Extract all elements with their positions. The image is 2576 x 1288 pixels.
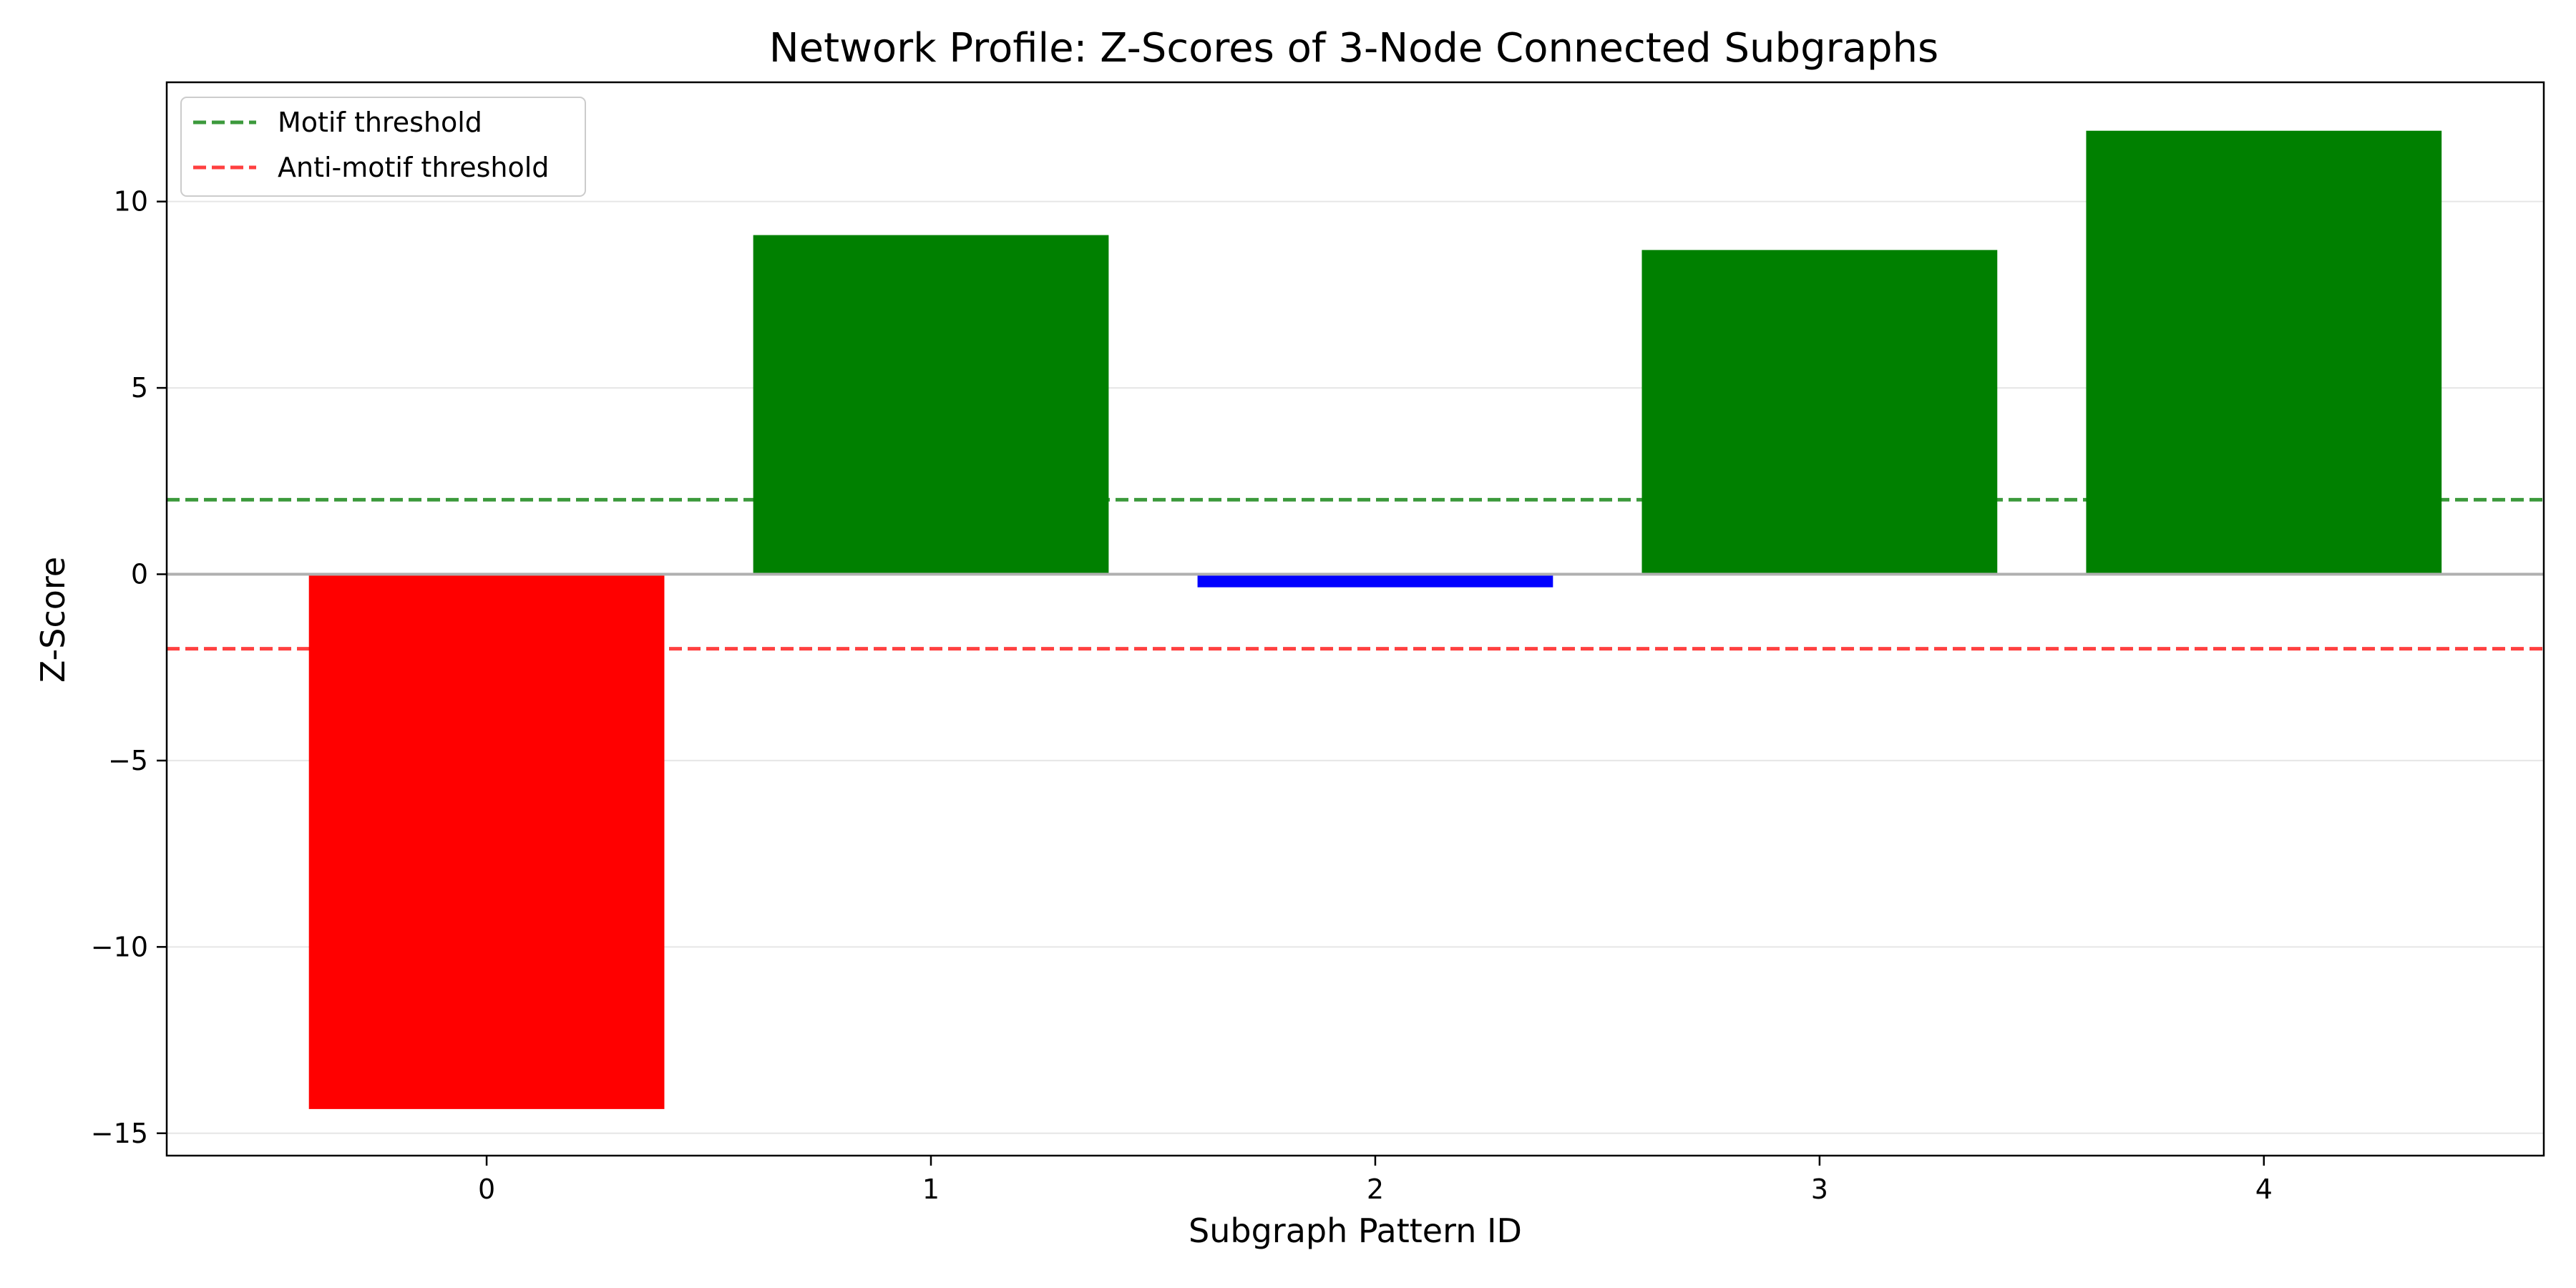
y-axis-ticks: −15 −10 −5 0 5 10: [91, 186, 167, 1149]
legend-box: [180, 97, 586, 197]
bar: [753, 235, 1109, 575]
x-tick-label: 1: [922, 1174, 940, 1205]
bar: [1197, 574, 1553, 587]
bar: [1641, 250, 1998, 575]
y-tick-label: 0: [131, 559, 148, 590]
x-tick-label: 0: [478, 1174, 495, 1205]
y-tick-label: −15: [91, 1118, 148, 1149]
legend-label: Anti-motif threshold: [278, 152, 549, 183]
chart-title: Network Profile: Z-Scores of 3-Node Conn…: [769, 25, 1938, 72]
x-tick-label: 3: [1811, 1174, 1828, 1205]
y-axis-label: Z-Score: [34, 557, 72, 683]
x-axis-ticks: 0 1 2 3 4: [478, 1156, 2273, 1205]
bar: [308, 574, 665, 1109]
plot-frame: [165, 81, 2545, 1157]
x-tick-label: 2: [1367, 1174, 1384, 1205]
y-tick-label: 5: [131, 372, 148, 404]
x-axis-label: Subgraph Pattern ID: [1189, 1211, 1522, 1250]
y-tick-label: −10: [91, 931, 148, 962]
legend-label: Motif threshold: [278, 107, 482, 138]
x-tick-label: 4: [2255, 1174, 2273, 1205]
y-tick-label: −5: [108, 745, 148, 776]
bar: [2086, 130, 2442, 575]
bars: [308, 130, 2442, 1109]
legend[interactable]: Motif threshold Anti-motif threshold: [180, 97, 586, 197]
y-tick-label: 10: [114, 186, 148, 218]
